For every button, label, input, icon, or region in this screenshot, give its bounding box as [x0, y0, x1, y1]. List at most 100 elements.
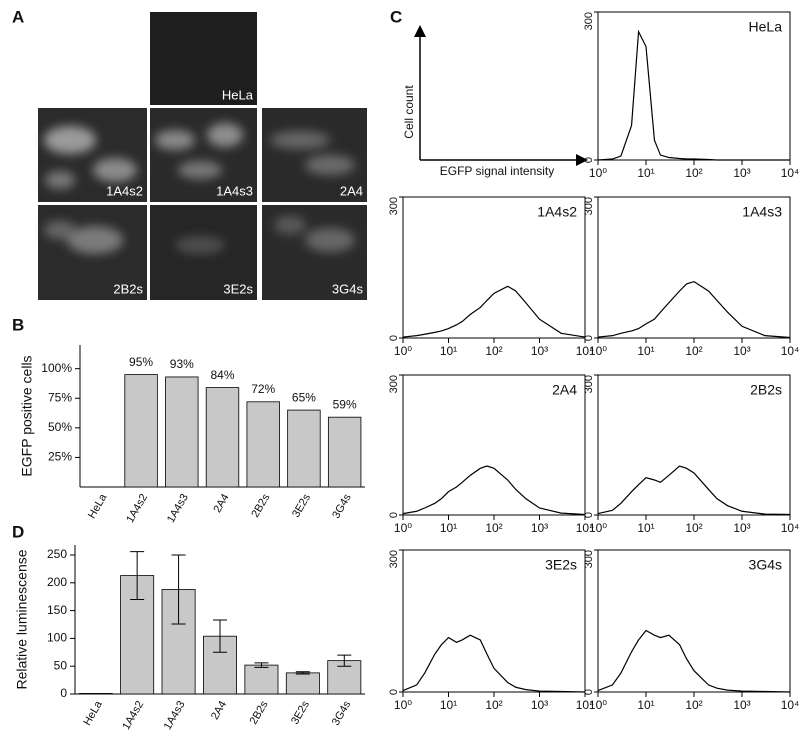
x-tick-label: 10¹ [637, 166, 654, 180]
x-tick-label: 10⁰ [589, 344, 607, 358]
error-bar [130, 551, 145, 600]
x-tick-label: 10⁴ [576, 521, 595, 535]
x-tick-label: 1A4s2 [120, 699, 146, 731]
histogram-curve [402, 465, 586, 516]
bar [124, 374, 158, 488]
y-tick-label: 300 [583, 12, 595, 30]
x-tick-label: HeLa [81, 698, 105, 728]
y-tick-label: 200 [47, 575, 67, 589]
y-tick-label: 0 [583, 512, 595, 518]
histogram-curve [597, 29, 790, 161]
image-label: 2B2s [113, 281, 143, 296]
y-tick-label: 300 [388, 197, 400, 215]
y-tick-label: 25% [48, 450, 72, 464]
x-tick-label: 2B2s [248, 699, 271, 727]
x-tick-label: 10⁰ [394, 521, 412, 535]
x-tick-label: 10⁴ [781, 344, 800, 358]
x-tick-label: 10¹ [637, 344, 654, 358]
image-label: 1A4s3 [216, 183, 253, 198]
histogram-label: HeLa [749, 19, 783, 35]
y-tick-label: 300 [388, 375, 400, 393]
histogram-label: 3G4s [749, 557, 782, 573]
x-tick-label: 10⁰ [394, 698, 412, 712]
x-tick-label: 1A4s3 [162, 699, 188, 731]
x-tick-label: 10⁰ [589, 521, 607, 535]
image [150, 12, 257, 105]
x-tick-label: HeLa [86, 491, 110, 521]
y-tick-label: 0 [583, 689, 595, 695]
image [262, 108, 367, 202]
x-tick-label: 2B2s [249, 492, 272, 520]
x-tick-label: 10¹ [637, 521, 654, 535]
x-tick-label: 10¹ [440, 698, 457, 712]
x-tick-label: 10⁴ [576, 698, 595, 712]
x-tick-label: 10³ [733, 166, 750, 180]
image [150, 108, 257, 202]
error-bar [213, 619, 227, 653]
x-tick-label: 10⁰ [394, 344, 412, 358]
y-tick-label: 50% [48, 420, 72, 434]
bar [165, 376, 199, 488]
panel-letter: D [12, 522, 24, 541]
bar [244, 664, 279, 695]
x-tick-label: 10⁴ [576, 344, 595, 358]
x-tick-label: 10³ [531, 698, 548, 712]
x-tick-label: 10² [685, 521, 702, 535]
y-tick-label: 300 [583, 375, 595, 393]
y-axis-label: Relative luminescense [14, 549, 30, 689]
x-tick-label: 10¹ [440, 521, 457, 535]
y-tick-label: 100% [41, 361, 72, 375]
x-tick-label: 10¹ [440, 344, 457, 358]
bar [287, 409, 321, 488]
x-tick-label: 10³ [733, 344, 750, 358]
histogram-curve [597, 629, 791, 693]
error-bar [295, 671, 310, 675]
y-tick-label: 250 [47, 547, 67, 561]
x-tick-label: 1A4s3 [165, 492, 191, 525]
y-tick-label: 50 [54, 658, 68, 672]
x-tick-label: 3E2s [289, 699, 312, 727]
image-label: 3G4s [332, 281, 364, 296]
value-label: 72% [251, 382, 275, 396]
cells [44, 126, 137, 189]
x-tick-label: 10² [485, 344, 502, 358]
y-tick-label: 0 [583, 157, 595, 163]
x-tick-label: 10² [485, 521, 502, 535]
x-tick-label: 2A4 [211, 492, 231, 515]
x-tick-label: 10⁴ [781, 521, 800, 535]
x-tick-label: 10⁰ [589, 166, 607, 180]
x-tick-label: 10⁴ [781, 698, 800, 712]
image-label: 3E2s [223, 281, 253, 296]
y-tick-label: 300 [388, 550, 400, 568]
y-tick-label: 75% [48, 390, 72, 404]
histogram-label: 1A4s2 [537, 204, 577, 220]
bar [285, 672, 320, 695]
histogram-curve [402, 634, 586, 693]
x-tick-label: 3G4s [330, 699, 354, 728]
value-label: 84% [210, 368, 234, 382]
x-tick-label: 10² [485, 698, 502, 712]
histogram-curve [597, 280, 791, 339]
x-tick-label: 10³ [733, 521, 750, 535]
histogram-label: 3E2s [545, 557, 577, 573]
micrographs [38, 12, 367, 300]
y-tick-label: 0 [388, 689, 400, 695]
histogram-label: 2B2s [750, 382, 782, 398]
y-tick-label: 0 [388, 512, 400, 518]
error-bar [171, 554, 186, 625]
x-tick-label: 3G4s [330, 492, 354, 521]
y-tick-label: 300 [583, 550, 595, 568]
value-label: 59% [333, 397, 357, 411]
y-tick-label: 0 [583, 335, 595, 341]
x-tick-label: 10³ [531, 521, 548, 535]
image-label: HeLa [222, 87, 254, 102]
bar [246, 401, 280, 488]
x-tick-label: 10² [685, 698, 702, 712]
x-tick-label: 10⁴ [781, 166, 800, 180]
x-tick-label: 10² [685, 344, 702, 358]
cells [44, 221, 123, 254]
panel-letter: B [12, 315, 24, 334]
error-bar [337, 654, 352, 667]
x-tick-label: 3E2s [290, 492, 313, 520]
